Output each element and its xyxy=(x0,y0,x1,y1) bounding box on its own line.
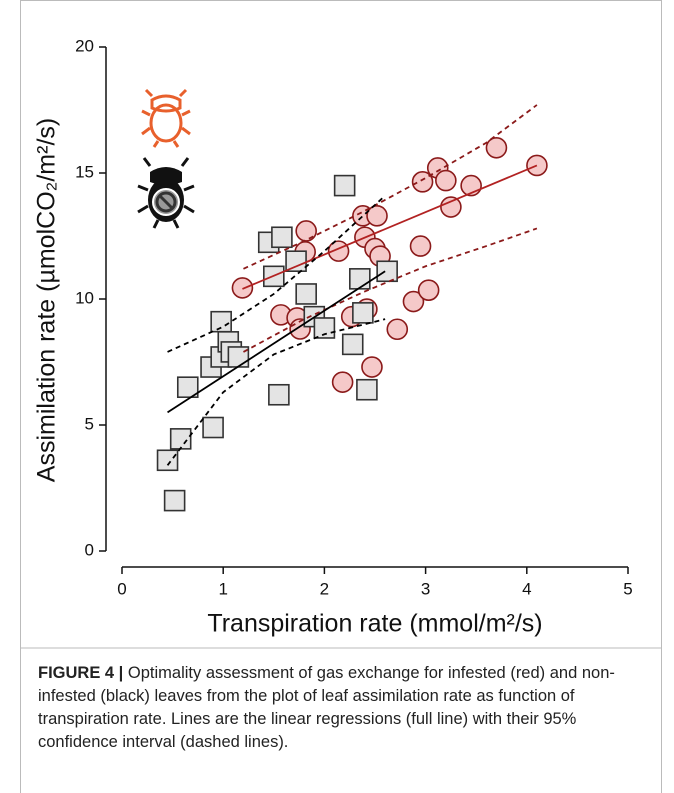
y-tick-label: 10 xyxy=(75,288,94,307)
x-tick-label: 3 xyxy=(421,579,430,598)
point xyxy=(366,205,388,227)
point xyxy=(349,268,371,290)
caption-label: FIGURE 4 | xyxy=(38,664,124,682)
regression-line xyxy=(243,227,538,353)
non-infested-icon xyxy=(137,157,195,229)
y-tick-label: 15 xyxy=(75,162,94,181)
point xyxy=(156,449,179,472)
x-tick-label: 0 xyxy=(117,579,126,598)
x-tick-label: 1 xyxy=(218,579,227,598)
point xyxy=(210,310,232,333)
point xyxy=(485,137,508,159)
point xyxy=(313,317,336,339)
point xyxy=(341,333,364,356)
point xyxy=(356,378,378,401)
frame xyxy=(20,0,662,793)
x-tick-label: 5 xyxy=(623,579,632,598)
point xyxy=(411,171,434,193)
point xyxy=(417,279,440,301)
caption-text: Optimality assessment of gas exchange fo… xyxy=(38,664,615,751)
infested-icon xyxy=(141,88,191,148)
y-tick-label: 20 xyxy=(75,36,94,55)
regression-line xyxy=(166,318,386,466)
point xyxy=(295,283,317,305)
point xyxy=(202,416,224,439)
x-tick-label: 2 xyxy=(320,579,329,598)
y-tick-label: 0 xyxy=(85,540,94,559)
y-axis-label: Assimilation rate (µmolCO₂/m²/s) xyxy=(33,118,61,482)
y-tick-label: 5 xyxy=(85,414,94,433)
point xyxy=(402,290,425,313)
point xyxy=(231,277,254,299)
point xyxy=(176,376,199,399)
caption: FIGURE 4 | Optimality assessment of gas … xyxy=(38,662,638,754)
point xyxy=(435,169,457,192)
point xyxy=(169,428,192,450)
regression-line xyxy=(242,164,538,290)
point xyxy=(295,220,317,242)
point xyxy=(163,489,186,512)
point xyxy=(285,250,307,272)
x-tick-label: 4 xyxy=(522,579,531,598)
point xyxy=(333,174,356,197)
regression-line xyxy=(167,195,386,353)
point xyxy=(440,196,462,218)
point xyxy=(409,235,432,257)
point xyxy=(271,226,293,249)
point xyxy=(268,383,290,406)
regression-line xyxy=(167,270,386,414)
x-axis-label: Transpiration rate (mmol/m²/s) xyxy=(207,610,542,638)
point xyxy=(361,356,383,378)
point xyxy=(352,302,374,324)
point xyxy=(376,260,398,283)
regression-line xyxy=(243,104,538,270)
point xyxy=(386,318,409,341)
point xyxy=(331,371,354,393)
